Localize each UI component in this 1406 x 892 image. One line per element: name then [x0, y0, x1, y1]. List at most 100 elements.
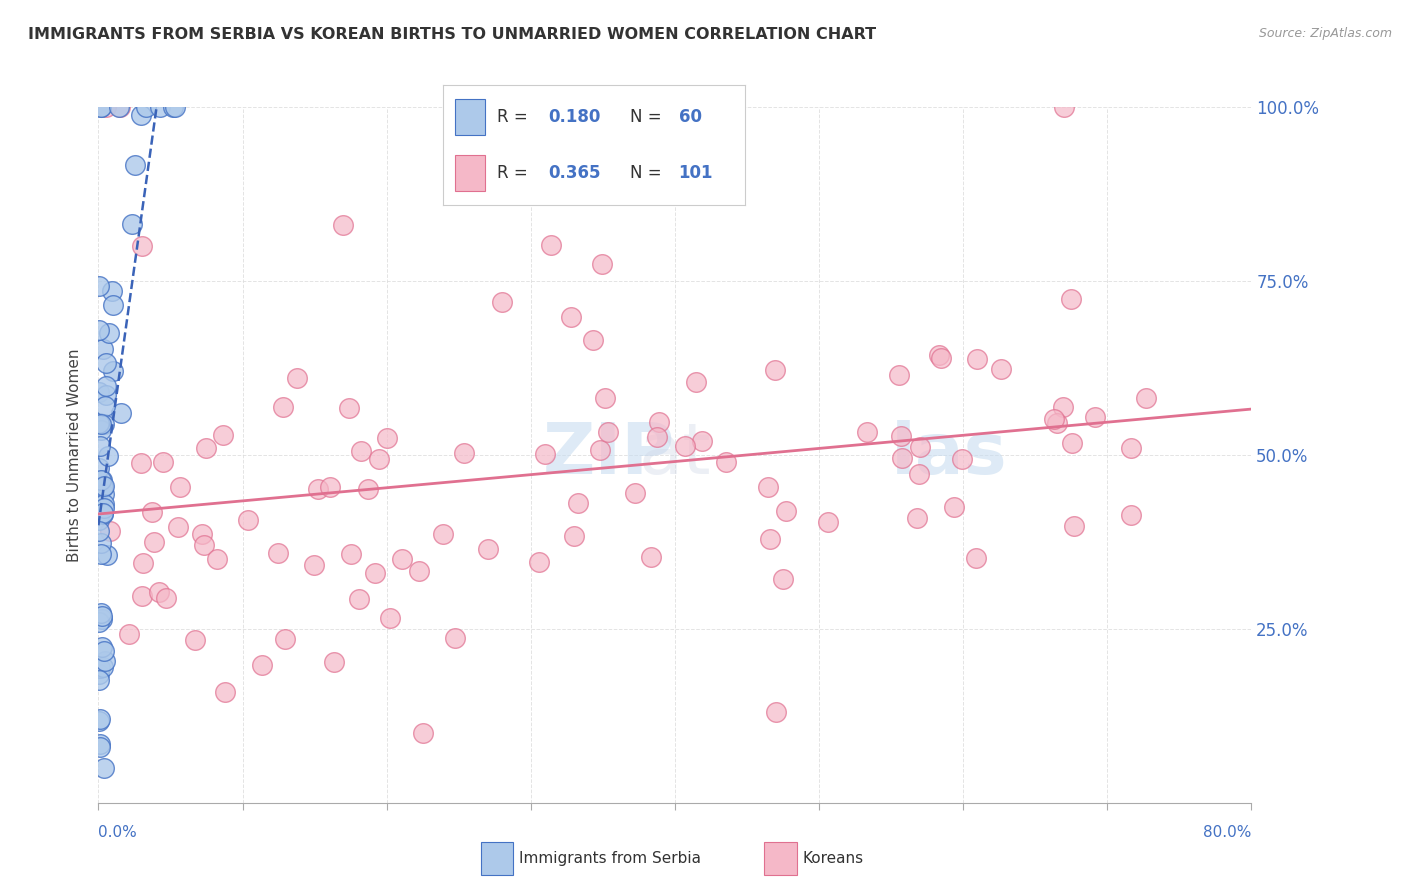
Point	[1135, 391, 1157, 405]
Point	[307, 482, 329, 496]
Point	[97, 326, 120, 341]
Point	[90, 535, 112, 549]
Point	[640, 549, 662, 564]
Point	[93, 501, 115, 516]
Point	[375, 431, 398, 445]
Point	[94, 388, 117, 402]
Bar	[765, 842, 797, 874]
Point	[89, 439, 111, 453]
Point	[91, 612, 114, 626]
Point	[89, 712, 111, 726]
Point	[90, 424, 112, 438]
Point	[93, 487, 115, 501]
Point	[540, 238, 562, 252]
Text: 60: 60	[679, 108, 702, 127]
Point	[775, 503, 797, 517]
Point	[94, 100, 117, 114]
Point	[90, 100, 112, 114]
Point	[432, 527, 454, 541]
Point	[350, 444, 373, 458]
Point	[690, 434, 713, 448]
Point	[211, 428, 233, 442]
Text: N =: N =	[630, 108, 668, 127]
Point	[89, 416, 111, 430]
Point	[91, 506, 114, 520]
Point	[408, 565, 430, 579]
Point	[322, 655, 344, 669]
Point	[98, 524, 121, 539]
Point	[89, 615, 111, 629]
Point	[91, 474, 114, 488]
Point	[90, 100, 112, 114]
Point	[905, 511, 928, 525]
Point	[93, 417, 115, 432]
Point	[90, 606, 112, 620]
Point	[89, 740, 111, 755]
Point	[194, 442, 217, 456]
Point	[89, 278, 111, 293]
Point	[648, 416, 671, 430]
Point	[124, 158, 146, 172]
Point	[91, 508, 114, 522]
Point	[340, 548, 363, 562]
Point	[89, 661, 111, 675]
Point	[271, 400, 294, 414]
Point	[391, 551, 413, 566]
Text: R =: R =	[498, 163, 533, 182]
Point	[121, 217, 143, 231]
Point	[131, 589, 153, 603]
Point	[908, 467, 931, 481]
Point	[108, 100, 131, 114]
Text: Immigrants from Serbia: Immigrants from Serbia	[519, 851, 702, 866]
Point	[765, 706, 787, 720]
Point	[443, 632, 465, 646]
Point	[94, 378, 117, 392]
Point	[94, 356, 117, 370]
Text: ZIP: ZIP	[543, 420, 675, 490]
Point	[191, 526, 214, 541]
Point	[93, 479, 115, 493]
Point	[89, 323, 111, 337]
Point	[889, 368, 911, 382]
Point	[97, 450, 120, 464]
Point	[93, 761, 115, 775]
Point	[267, 546, 290, 560]
Point	[94, 399, 117, 413]
Point	[165, 100, 187, 114]
Point	[96, 548, 118, 562]
Point	[856, 425, 879, 440]
Point	[89, 673, 111, 687]
Point	[337, 401, 360, 416]
Point	[756, 480, 779, 494]
Text: Koreans: Koreans	[803, 851, 863, 866]
Point	[596, 425, 619, 439]
Point	[117, 627, 139, 641]
Point	[1063, 518, 1085, 533]
Point	[135, 100, 157, 114]
Point	[347, 591, 370, 606]
Point	[149, 100, 172, 114]
Text: Source: ZipAtlas.com: Source: ZipAtlas.com	[1258, 27, 1392, 40]
Text: las: las	[891, 420, 1008, 490]
Point	[1053, 100, 1076, 114]
Y-axis label: Births to Unmarried Women: Births to Unmarried Women	[67, 348, 83, 562]
Point	[357, 482, 380, 496]
Point	[910, 440, 932, 454]
Point	[101, 284, 124, 298]
Point	[166, 520, 188, 534]
Point	[89, 385, 111, 400]
Point	[593, 391, 616, 405]
Point	[332, 219, 354, 233]
Point	[582, 333, 605, 347]
Point	[89, 737, 111, 751]
Point	[380, 611, 402, 625]
Point	[567, 496, 589, 510]
Point	[990, 361, 1012, 376]
Point	[90, 473, 112, 487]
Point	[1042, 412, 1064, 426]
Point	[763, 363, 786, 377]
Point	[129, 456, 152, 470]
Point	[91, 660, 114, 674]
Point	[817, 515, 839, 529]
Point	[1121, 508, 1143, 522]
